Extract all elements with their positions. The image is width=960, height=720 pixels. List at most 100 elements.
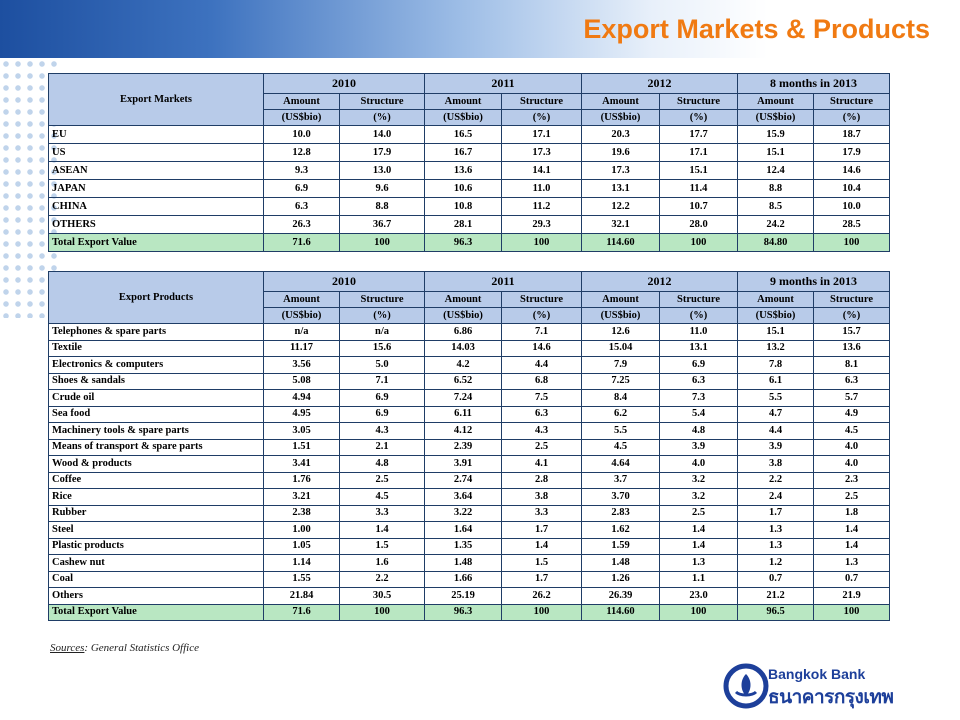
table-cell: 30.5 [339, 587, 425, 605]
column-subheader: Structure [501, 93, 582, 110]
table-cell: 5.5 [737, 389, 814, 407]
table-cell: 4.4 [501, 356, 582, 374]
table-cell: 4.5 [813, 422, 890, 440]
table-corner-header: Export Products [48, 271, 264, 324]
table-row: Means of transport & spare parts 1.51 2.1 2… [48, 438, 890, 456]
table-cell: 14.0 [339, 125, 425, 144]
table-cell: 6.3 [659, 372, 738, 390]
table-cell: 26.2 [501, 587, 582, 605]
table-cell: 2.2 [737, 471, 814, 489]
table-cell: 4.3 [501, 422, 582, 440]
table-cell: 8.5 [737, 197, 814, 216]
table-cell: 3.7 [581, 471, 660, 489]
table-row: Rubber 2.38 3.3 3.22 3.3 2.83 2.5 1.7 1.8 [48, 504, 890, 522]
table-cell: 6.9 [339, 405, 425, 423]
table-cell: 20.3 [581, 125, 660, 144]
bank-logo: Bangkok Bank ธนาคารกรุงเทพ [722, 660, 942, 712]
row-label: Means of transport & spare parts [48, 438, 264, 456]
table-cell: 1.5 [339, 537, 425, 555]
row-label: Total Export Value [48, 603, 264, 621]
column-subheader: Structure [339, 93, 425, 110]
table-cell: 4.12 [424, 422, 502, 440]
table-cell: 4.1 [501, 455, 582, 473]
table-cell: 96.3 [424, 603, 502, 621]
table-cell: 1.48 [581, 554, 660, 572]
table-cell: 3.3 [501, 504, 582, 522]
table-cell: 15.9 [737, 125, 814, 144]
table-cell: 15.7 [813, 323, 890, 341]
table-cell: 7.5 [501, 389, 582, 407]
year-header: 2010 [263, 271, 425, 292]
table-cell: 3.41 [263, 455, 340, 473]
table-cell: 1.3 [659, 554, 738, 572]
table-cell: 11.2 [501, 197, 582, 216]
table-cell: 84.80 [737, 233, 814, 252]
table-cell: 2.5 [501, 438, 582, 456]
table-cell: 17.9 [339, 143, 425, 162]
table-cell: 3.05 [263, 422, 340, 440]
table-cell: 5.5 [581, 422, 660, 440]
table-cell: 1.55 [263, 570, 340, 588]
column-subheader: Structure [339, 291, 425, 308]
table-cell: 100 [813, 233, 890, 252]
table-cell: 100 [659, 233, 738, 252]
table-cell: 100 [501, 603, 582, 621]
row-label: Steel [48, 521, 264, 539]
table-row: Sea food 4.95 6.9 6.11 6.3 6.2 5.4 4.7 4.9 [48, 405, 890, 423]
table-cell: 3.3 [339, 504, 425, 522]
table-cell: 100 [501, 233, 582, 252]
table-row: Steel 1.00 1.4 1.64 1.7 1.62 1.4 1.3 1.4 [48, 521, 890, 539]
table-cell: 29.3 [501, 215, 582, 234]
table-cell: 7.8 [737, 356, 814, 374]
table-cell: 1.2 [737, 554, 814, 572]
row-label: Rice [48, 488, 264, 506]
table-cell: 100 [659, 603, 738, 621]
table-cell: 100 [339, 233, 425, 252]
row-label: Others [48, 587, 264, 605]
table-cell: 12.2 [581, 197, 660, 216]
table-cell: 8.4 [581, 389, 660, 407]
table-cell: 3.22 [424, 504, 502, 522]
table-cell: 0.7 [813, 570, 890, 588]
sources-note: Sources: General Statistics Office [50, 642, 199, 654]
column-subheader: Amount [424, 93, 502, 110]
table-cell: 21.84 [263, 587, 340, 605]
export-markets-table: Export Markets 2010 2011 2012 8 months i… [48, 73, 890, 252]
table-cell: 1.26 [581, 570, 660, 588]
header-gradient-bar [0, 0, 960, 58]
table-cell: 6.3 [813, 372, 890, 390]
table-cell: 1.4 [501, 537, 582, 555]
table-cell: 12.4 [737, 161, 814, 180]
export-products-table: Export Products 2010 2011 2012 9 months … [48, 271, 890, 621]
table-cell: 17.1 [501, 125, 582, 144]
table-corner-header: Export Markets [48, 73, 264, 126]
table-cell: 18.7 [813, 125, 890, 144]
table-cell: 1.7 [501, 521, 582, 539]
table-cell: 71.6 [263, 603, 340, 621]
page-title: Export Markets & Products [583, 14, 930, 44]
column-subheader: Amount [737, 93, 814, 110]
table-cell: 2.83 [581, 504, 660, 522]
table-cell: 25.19 [424, 587, 502, 605]
table-cell: 1.62 [581, 521, 660, 539]
table-cell: 23.0 [659, 587, 738, 605]
table-cell: 7.3 [659, 389, 738, 407]
table-cell: 1.14 [263, 554, 340, 572]
table-cell: 1.1 [659, 570, 738, 588]
table-cell: 9.3 [263, 161, 340, 180]
table-cell: 1.4 [813, 521, 890, 539]
table-row: Shoes & sandals 5.08 7.1 6.52 6.8 7.25 6.3 6.1 6… [48, 372, 890, 390]
table-cell: 96.5 [737, 603, 814, 621]
table-cell: 26.3 [263, 215, 340, 234]
table-cell: 5.08 [263, 372, 340, 390]
column-subheader-unit: (%) [659, 109, 738, 126]
table-cell: 15.1 [737, 143, 814, 162]
table-cell: 2.1 [339, 438, 425, 456]
table-row: Others 21.84 30.5 25.19 26.2 26.39 23.0 21.2 21.… [48, 587, 890, 605]
table-cell: 11.4 [659, 179, 738, 198]
column-subheader: Structure [501, 291, 582, 308]
row-label: Electronics & computers [48, 356, 264, 374]
table-cell: 13.0 [339, 161, 425, 180]
table-cell: 1.4 [659, 521, 738, 539]
column-subheader-unit: (%) [813, 307, 890, 324]
